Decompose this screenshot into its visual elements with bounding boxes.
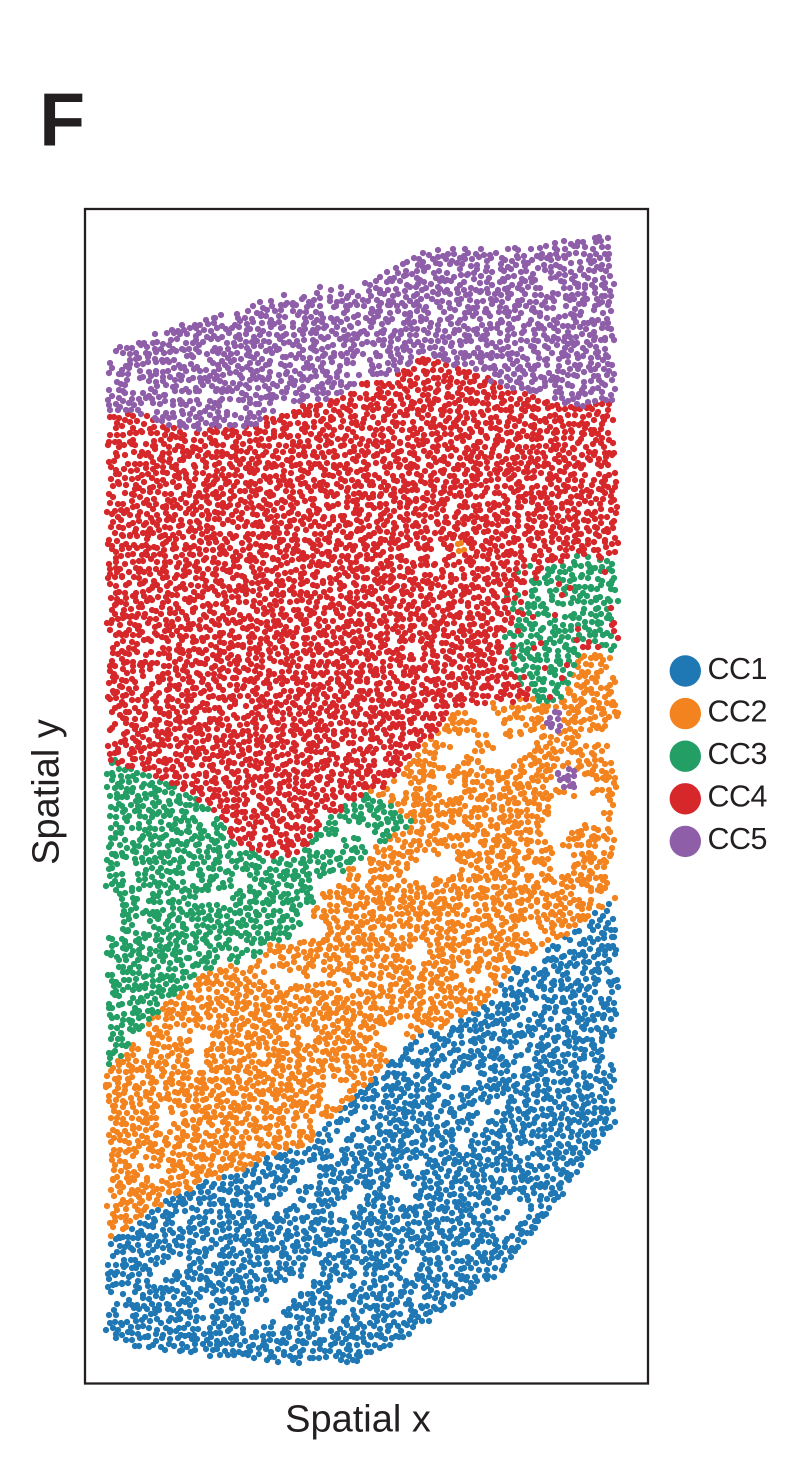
- svg-text:Spatial x: Spatial x: [285, 1399, 431, 1441]
- svg-text:Spatial y: Spatial y: [26, 719, 68, 865]
- svg-text:CC5: CC5: [708, 822, 768, 856]
- svg-text:F: F: [39, 78, 85, 162]
- svg-text:CC1: CC1: [708, 652, 768, 686]
- svg-text:CC4: CC4: [708, 780, 768, 814]
- svg-text:CC2: CC2: [708, 694, 768, 728]
- svg-text:CC3: CC3: [708, 737, 768, 771]
